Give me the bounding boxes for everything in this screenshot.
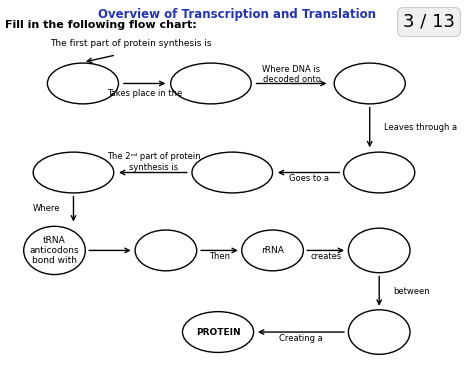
Text: Goes to a: Goes to a (289, 174, 329, 183)
Text: The 2ⁿᵈ part of protein
synthesis is: The 2ⁿᵈ part of protein synthesis is (107, 152, 201, 172)
Text: Where: Where (33, 204, 61, 213)
Text: Overview of Transcription and Translation: Overview of Transcription and Translatio… (98, 8, 376, 21)
Text: Leaves through a: Leaves through a (384, 123, 457, 132)
Text: 3 / 13: 3 / 13 (403, 13, 455, 31)
Text: Takes place in the: Takes place in the (107, 89, 182, 98)
Text: rRNA: rRNA (261, 246, 284, 255)
Text: PROTEIN: PROTEIN (196, 328, 240, 336)
Text: The first part of protein synthesis is: The first part of protein synthesis is (50, 39, 211, 48)
Text: Where DNA is
decoded onto: Where DNA is decoded onto (263, 65, 320, 84)
Text: Fill in the following flow chart:: Fill in the following flow chart: (5, 20, 197, 30)
Text: Then: Then (209, 252, 230, 261)
Text: creates: creates (310, 252, 341, 261)
Text: tRNA
anticodons
bond with: tRNA anticodons bond with (30, 236, 79, 265)
Text: between: between (393, 287, 430, 296)
Text: Creating a: Creating a (279, 334, 323, 343)
